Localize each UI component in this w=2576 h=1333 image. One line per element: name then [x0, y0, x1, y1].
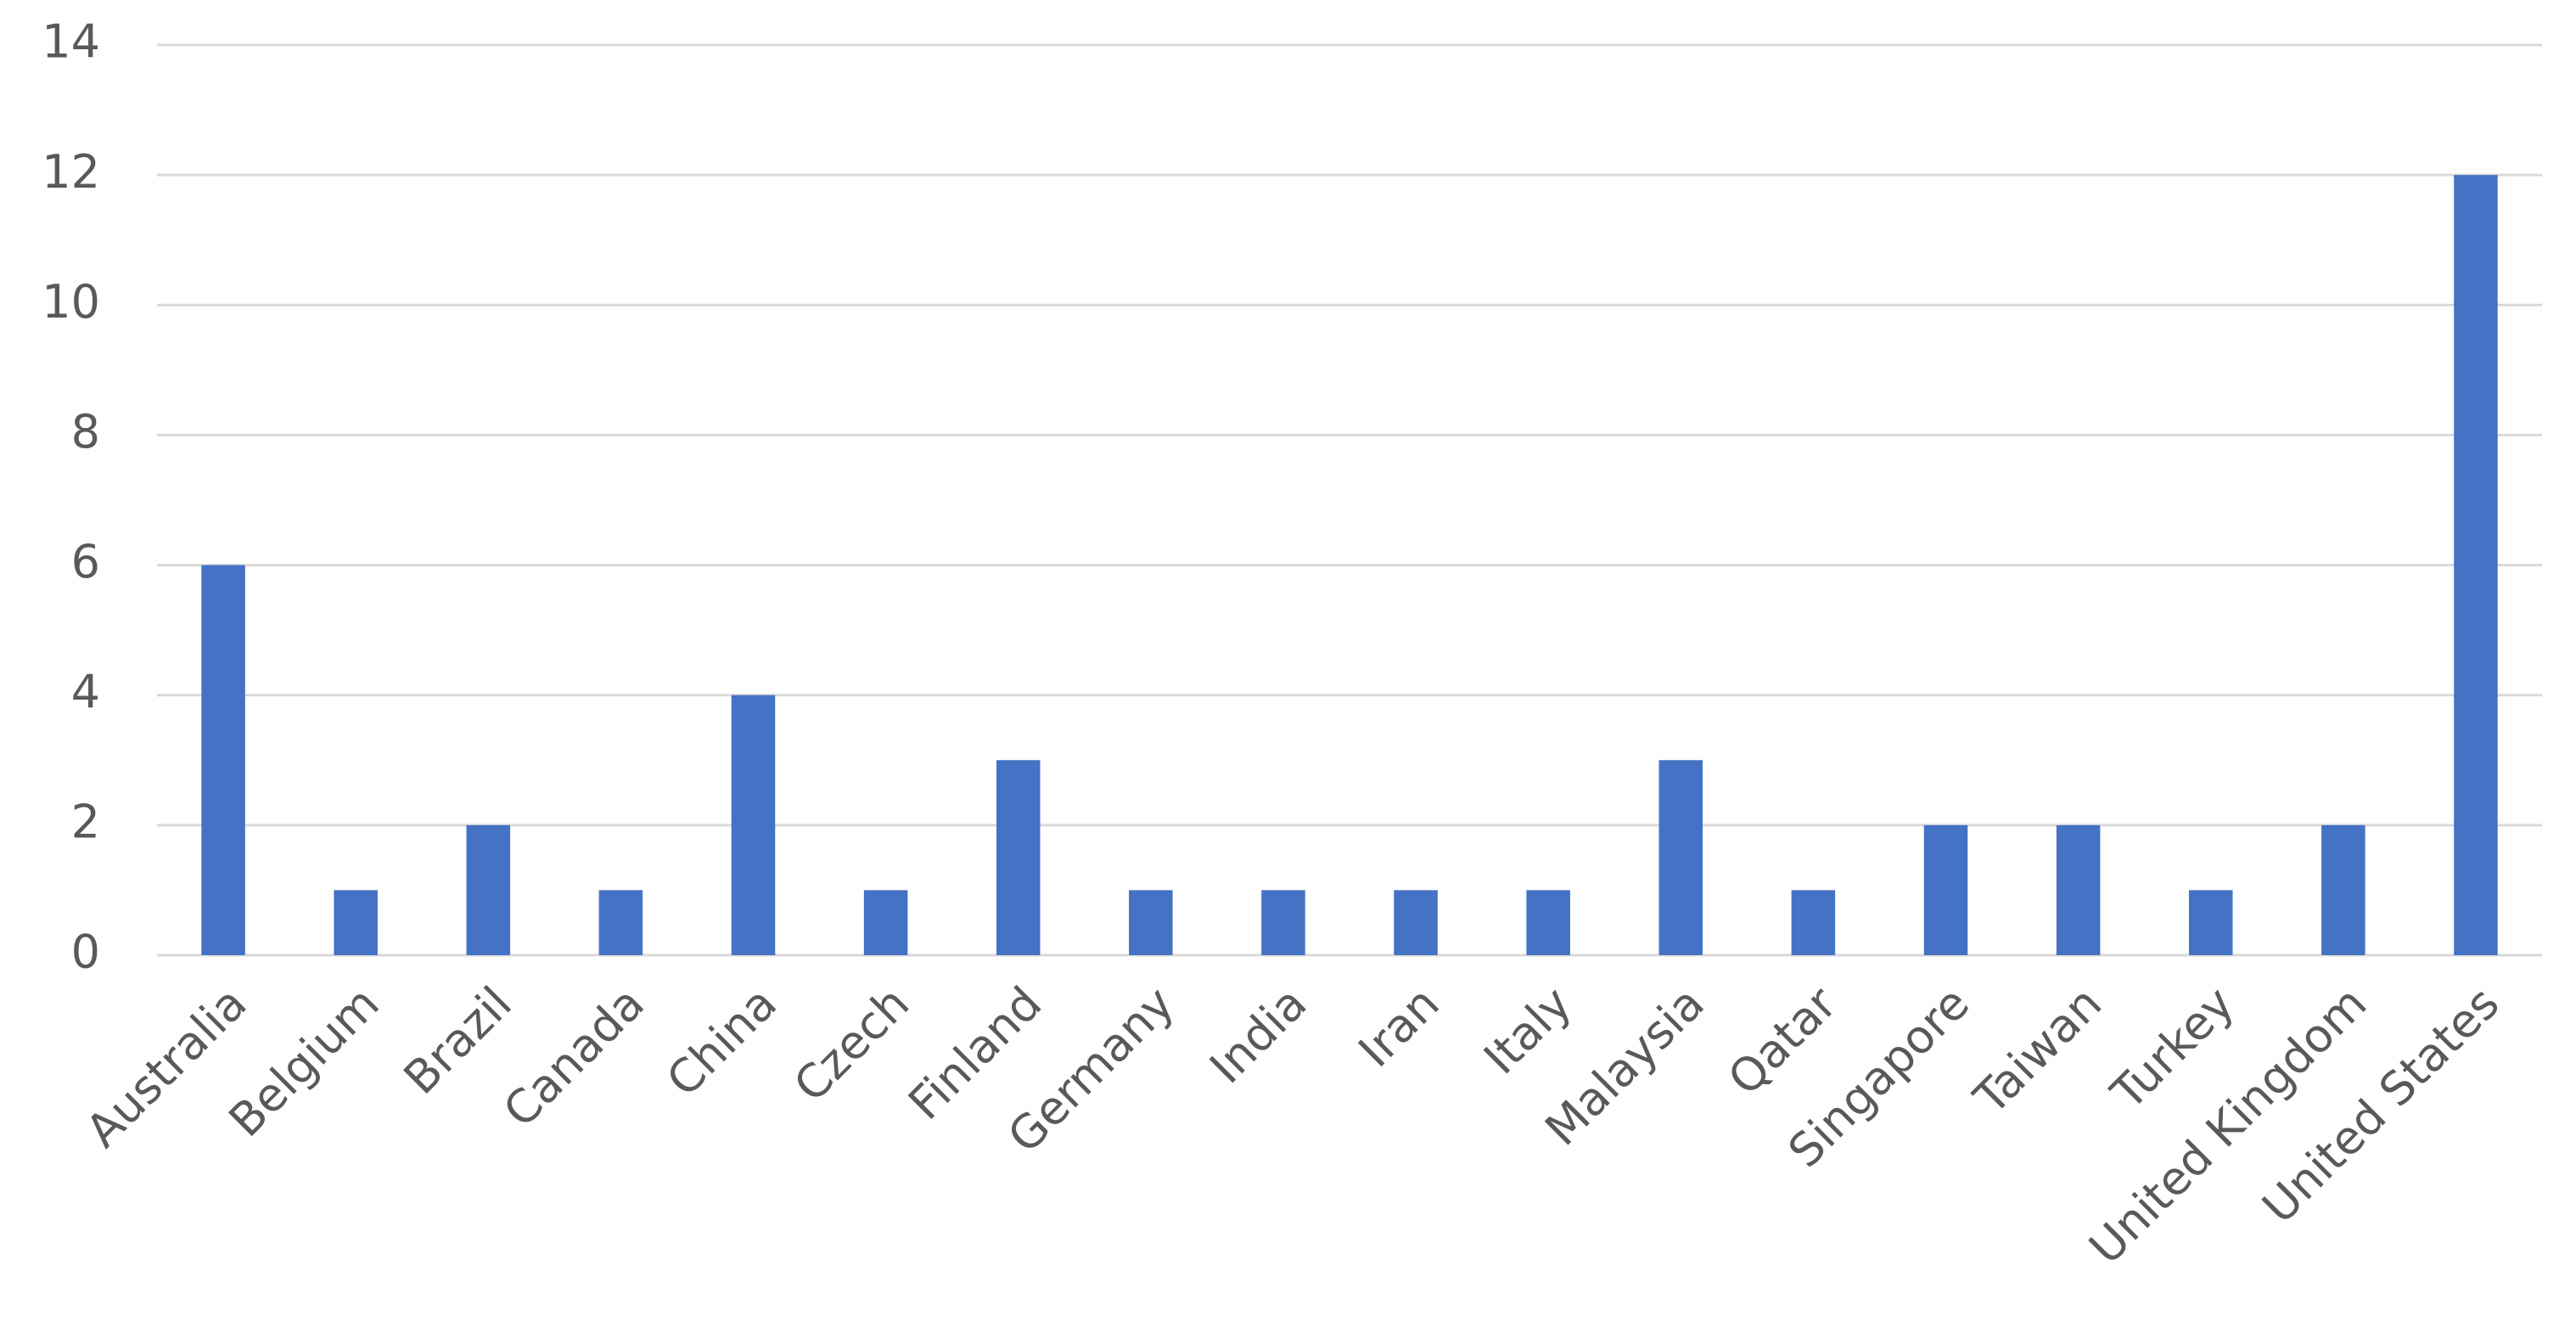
bar: [334, 890, 378, 955]
bar: [2188, 890, 2233, 955]
bar: [1129, 890, 1173, 955]
bar: [863, 890, 908, 955]
bar: [996, 760, 1041, 955]
bar: [1394, 890, 1438, 955]
bar: [1261, 890, 1305, 955]
bar: [1791, 890, 1836, 955]
y-tick-label: 6: [71, 535, 100, 588]
y-tick-label: 10: [42, 275, 100, 329]
bar: [466, 824, 511, 955]
bar: [2056, 824, 2101, 955]
y-tick-label: 4: [71, 665, 100, 718]
y-tick-label: 8: [71, 405, 100, 458]
y-tick-label: 0: [71, 925, 100, 979]
bar: [731, 695, 776, 955]
y-tick-label: 12: [42, 145, 100, 199]
bar: [598, 890, 643, 955]
bar: [1923, 824, 1968, 955]
bar: [1526, 890, 1570, 955]
bar: [201, 565, 245, 955]
bar: [2321, 824, 2366, 955]
y-tick-label: 14: [42, 15, 100, 69]
bar: [2454, 175, 2498, 956]
bar: [1658, 760, 1703, 955]
y-tick-label: 2: [71, 795, 100, 848]
